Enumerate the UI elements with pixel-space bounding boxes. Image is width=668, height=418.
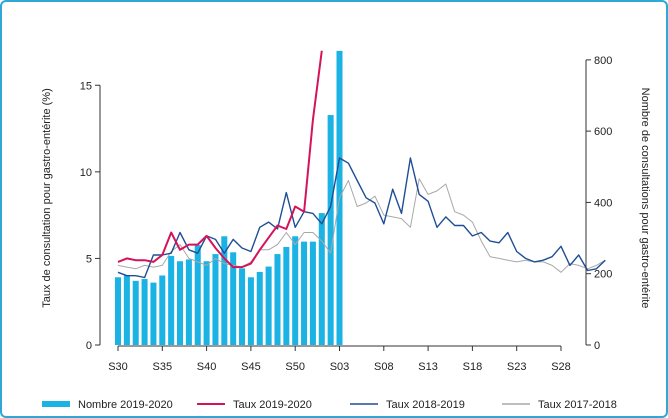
y-left-tick-label: 5 [86,253,92,265]
legend-swatch [42,401,70,407]
series-line [117,157,606,279]
axes: 0 5 10 15 0 200 400 600 800 S30 S35 S40 S45 S50 S03 S08… [80,55,613,373]
series-line [117,178,606,273]
legend-label: Taux 2019-2020 [233,399,312,411]
y-axis-right-title: Nombre de consultations pour gastro-enté… [639,88,651,309]
x-tick-label: S23 [507,361,527,373]
x-tick-label: S03 [330,361,350,373]
bar [141,279,148,345]
legend-label: Nombre 2019-2020 [78,399,173,411]
x-tick-label: S18 [463,361,483,373]
legend: Nombre 2019-2020 Taux 2019-2020 Taux 2018-… [42,399,617,411]
bar [274,254,281,345]
bar [177,261,184,345]
bar [194,245,201,345]
line-series [117,50,606,279]
bar [230,252,237,345]
bar [123,275,130,345]
y-left-tick-label: 15 [80,80,92,92]
bar [247,277,254,345]
y-right-tick-label: 600 [594,126,612,138]
y-right-tick-label: 400 [594,197,612,209]
bar [114,277,122,345]
y-axis-left-title: Taux de consultation pour gastro-entérit… [41,88,53,308]
bar [292,236,299,345]
x-tick-label: S28 [551,361,571,373]
y-left-tick-label: 0 [86,340,92,352]
x-tick-label: S35 [153,361,173,373]
x-tick-label: S40 [197,361,217,373]
bar [150,282,157,345]
x-tick-label: S13 [418,361,438,373]
bar [132,280,139,345]
x-tick-label: S50 [285,361,305,373]
bar [318,213,325,345]
y-right-tick-label: 0 [594,340,600,352]
bar [212,254,219,345]
bar [168,255,175,345]
series-line [117,50,323,269]
y-right-tick-label: 200 [594,269,612,281]
bar [283,246,290,345]
bar [185,259,192,345]
bar [239,268,246,345]
x-tick-label: S30 [108,361,128,373]
legend-label: Taux 2018-2019 [386,399,465,411]
bar [159,275,166,345]
y-right-tick-label: 800 [594,55,612,67]
bar [221,236,228,345]
bar [265,266,272,345]
bar [327,115,334,345]
bar-series [114,50,343,345]
bar [203,261,210,345]
bar [256,271,263,345]
x-tick-label: S45 [241,361,261,373]
y-left-tick-label: 10 [80,167,92,179]
bar [301,241,308,345]
legend-label: Taux 2017-2018 [538,399,617,411]
bar [309,241,316,345]
x-tick-label: S08 [374,361,394,373]
